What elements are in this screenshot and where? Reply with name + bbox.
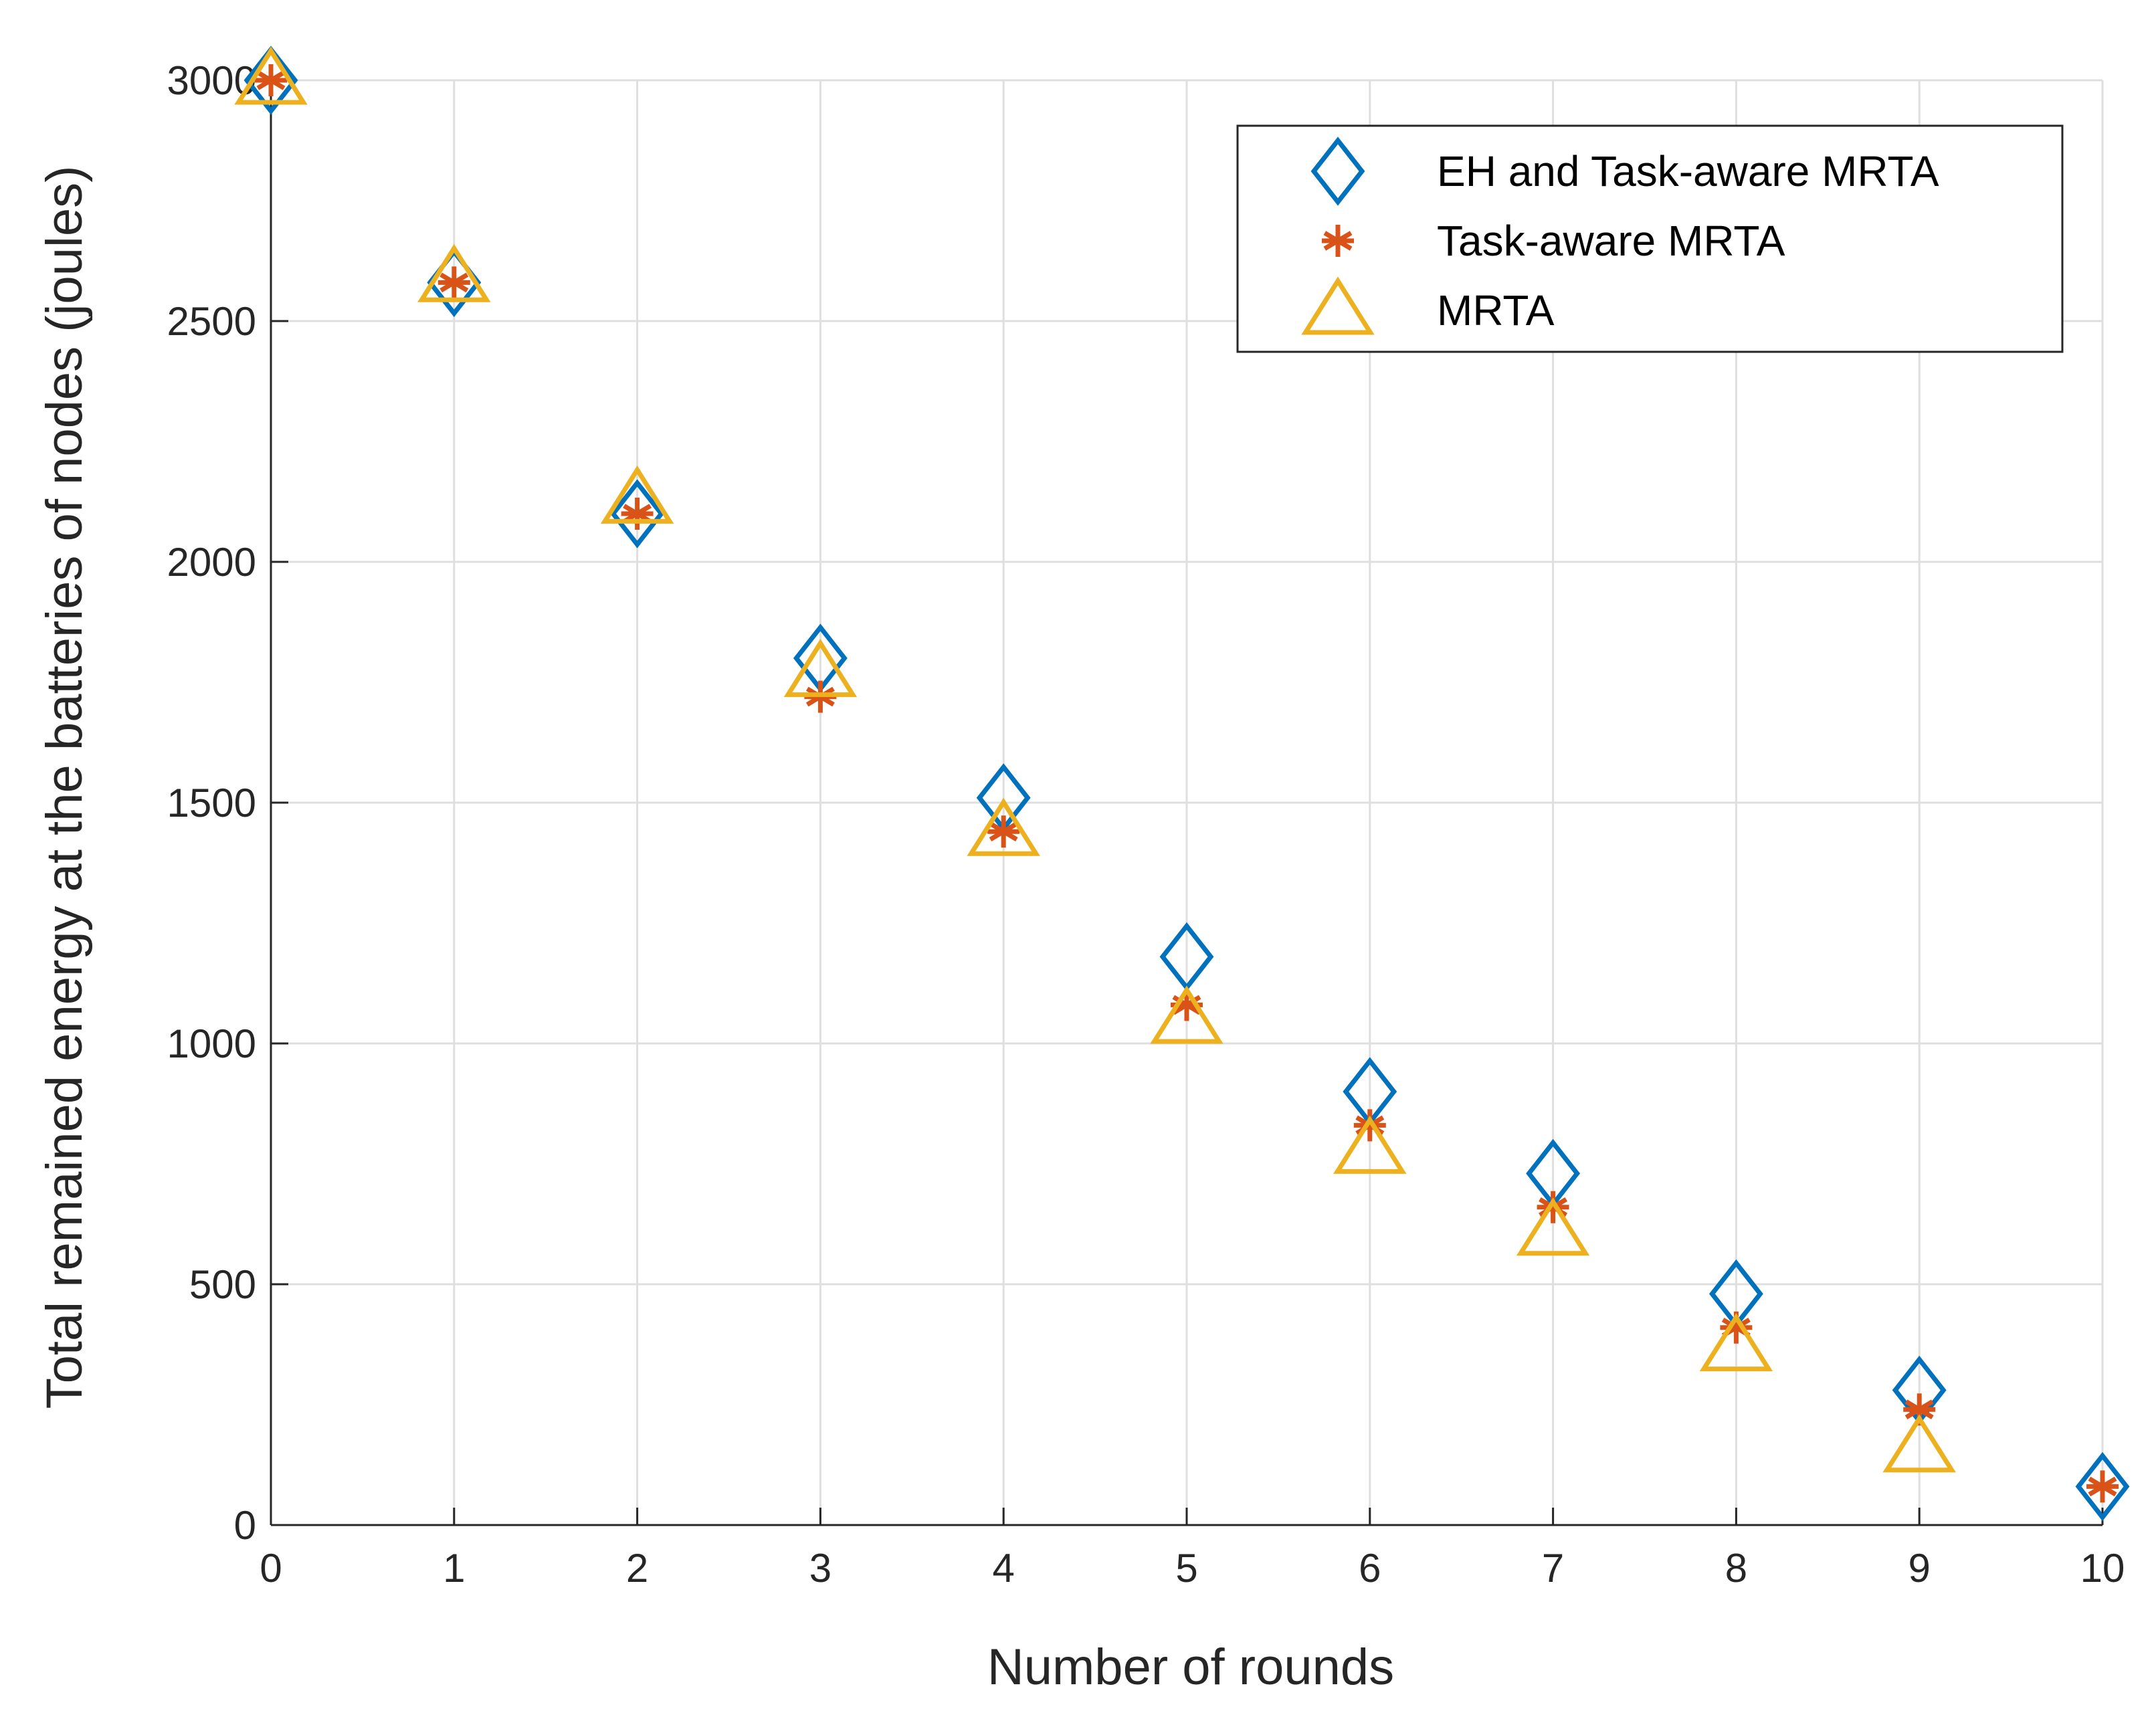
data-point (783, 639, 858, 698)
y-tick-label: 0 (234, 1503, 256, 1548)
data-point (255, 64, 287, 96)
legend-marker (1310, 136, 1365, 206)
data-point (2075, 1451, 2130, 1522)
data-point (1333, 1115, 1407, 1174)
data-point (417, 243, 491, 302)
x-tick-label: 4 (993, 1546, 1015, 1591)
x-tick-label: 5 (1175, 1546, 1197, 1591)
x-tick-label: 1 (443, 1546, 465, 1591)
y-axis-title: Total remained energy at the batteries o… (36, 166, 93, 1409)
x-tick-label: 6 (1359, 1546, 1381, 1591)
y-tick-label: 1500 (167, 781, 256, 825)
x-tick-label: 10 (2080, 1546, 2125, 1591)
data-point (1720, 1311, 1753, 1344)
data-point (1903, 1393, 1936, 1426)
data-point (621, 498, 654, 530)
data-point (2086, 1470, 2119, 1503)
y-tick-label: 1000 (167, 1021, 256, 1066)
data-point (243, 45, 298, 115)
legend: EH and Task-aware MRTA Task-aware MRTA MRT… (1236, 124, 2064, 353)
x-tick-label: 2 (626, 1546, 648, 1591)
data-point (437, 266, 470, 299)
data-point (1699, 1313, 1773, 1372)
legend-marker (1322, 225, 1354, 257)
x-tick-label: 7 (1542, 1546, 1564, 1591)
data-point (1537, 1191, 1569, 1223)
x-tick-label: 9 (1908, 1546, 1931, 1591)
data-point (1150, 985, 1223, 1044)
legend-label: Task-aware MRTA (1437, 217, 1785, 265)
legend-marker (1301, 276, 1375, 335)
data-point (987, 815, 1020, 848)
legend-label: MRTA (1437, 286, 1555, 334)
x-tick-label: 3 (809, 1546, 831, 1591)
data-point (1353, 1109, 1386, 1142)
data-point (1882, 1414, 1956, 1473)
series (234, 45, 2130, 1522)
y-tick-label: 2000 (167, 540, 256, 585)
legend-label: EH and Task-aware MRTA (1437, 147, 1939, 195)
legend-box (1236, 124, 2064, 353)
x-tick-label: 8 (1725, 1546, 1747, 1591)
x-tick-label: 0 (260, 1546, 282, 1591)
y-tick-label: 500 (189, 1262, 256, 1307)
y-tick-label: 2500 (167, 299, 256, 344)
data-point (600, 465, 674, 524)
data-point (1171, 989, 1203, 1021)
x-axis-title: Number of rounds (987, 1639, 1394, 1696)
data-point (234, 46, 308, 105)
data-point (1516, 1197, 1590, 1256)
data-point (967, 797, 1040, 856)
data-point (610, 479, 665, 548)
series-triangle (234, 46, 1956, 1473)
